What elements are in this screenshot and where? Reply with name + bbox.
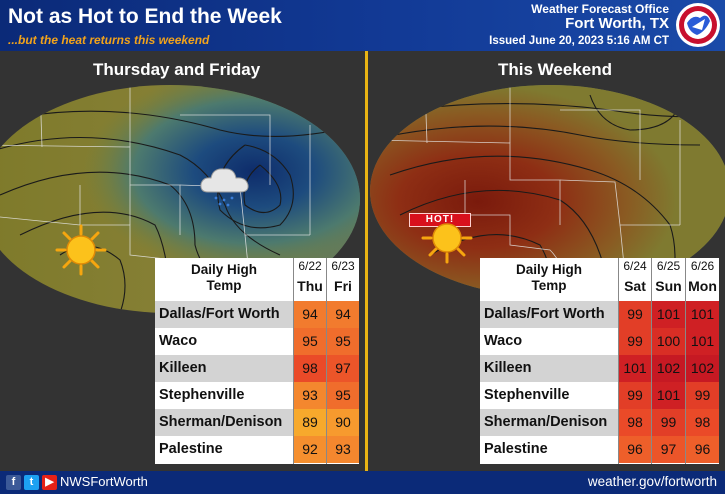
temp-cell: 89	[294, 409, 326, 436]
temp-cell: 98	[294, 355, 326, 382]
temp-cell: 95	[327, 328, 359, 355]
table-header: Daily High Temp 6/24 Sat 6/25 Sun 6/26 M…	[480, 258, 719, 298]
column-date: 6/23	[331, 259, 355, 273]
column-day: Thu	[297, 278, 323, 294]
issued-timestamp: Issued June 20, 2023 5:16 AM CT	[489, 35, 669, 47]
column-date: 6/26	[690, 259, 715, 273]
city-name: Waco	[155, 328, 293, 355]
nws-logo-icon	[676, 3, 720, 47]
table-row: Stephenville 99 101 99	[480, 382, 719, 409]
table-row: Sherman/Denison 89 90	[155, 409, 359, 436]
office-label: Weather Forecast Office	[531, 2, 669, 16]
right-temp-table: Daily High Temp 6/24 Sat 6/25 Sun 6/26 M…	[480, 258, 719, 464]
left-panel-title: Thursday and Friday	[93, 60, 261, 79]
temp-cell: 99	[619, 382, 651, 409]
twitter-icon[interactable]: t	[24, 475, 39, 490]
column-day: Mon	[688, 278, 717, 294]
header-banner: Not as Hot to End the Week ...but the he…	[0, 0, 725, 51]
table-row: Stephenville 93 95	[155, 382, 359, 409]
facebook-icon[interactable]: f	[6, 475, 21, 490]
table-header-label: Daily High Temp	[480, 262, 618, 294]
page-title: Not as Hot to End the Week	[8, 5, 282, 28]
temp-cell: 96	[686, 436, 719, 463]
table-header: Daily High Temp 6/22 Thu 6/23 Fri	[155, 258, 359, 298]
right-panel-title: This Weekend	[498, 60, 612, 79]
temp-cell: 95	[327, 382, 359, 409]
temp-cell: 101	[619, 355, 651, 382]
temp-cell: 94	[327, 301, 359, 328]
table-row: Sherman/Denison 98 99 98	[480, 409, 719, 436]
temp-cell: 93	[294, 382, 326, 409]
temp-cell: 100	[652, 328, 685, 355]
city-name: Waco	[480, 328, 618, 355]
column-date: 6/24	[623, 259, 647, 273]
table-row: Dallas/Fort Worth 94 94	[155, 301, 359, 328]
temp-cell: 98	[619, 409, 651, 436]
column-date: 6/22	[298, 259, 322, 273]
sun-icon	[55, 224, 107, 276]
city-name: Stephenville	[480, 382, 618, 409]
table-divider	[293, 258, 294, 464]
social-handle[interactable]: NWSFortWorth	[60, 474, 148, 489]
temp-cell: 90	[327, 409, 359, 436]
table-divider	[326, 258, 327, 464]
table-divider	[685, 258, 686, 464]
column-date: 6/25	[656, 259, 681, 273]
table-header-label-line1: Daily High	[190, 262, 257, 277]
city-name: Killeen	[480, 355, 618, 382]
city-name: Sherman/Denison	[155, 409, 293, 436]
temp-cell: 101	[652, 301, 685, 328]
temp-cell: 96	[619, 436, 651, 463]
table-row: Dallas/Fort Worth 99 101 101	[480, 301, 719, 328]
temp-cell: 102	[686, 355, 719, 382]
table-row: Killeen 101 102 102	[480, 355, 719, 382]
temp-cell: 99	[619, 328, 651, 355]
table-divider	[651, 258, 652, 464]
table-header-label: Daily High Temp	[155, 262, 293, 294]
temp-cell: 101	[686, 301, 719, 328]
panel-divider	[365, 51, 368, 471]
temp-cell: 101	[686, 328, 719, 355]
city-name: Sherman/Denison	[480, 409, 618, 436]
temp-cell: 98	[686, 409, 719, 436]
city-name: Dallas/Fort Worth	[480, 301, 618, 328]
left-temp-table: Daily High Temp 6/22 Thu 6/23 Fri Dallas…	[155, 258, 359, 464]
table-row: Waco 99 100 101	[480, 328, 719, 355]
temp-cell: 97	[652, 436, 685, 463]
website-link[interactable]: weather.gov/fortworth	[587, 474, 717, 489]
temp-cell: 101	[652, 382, 685, 409]
table-header-label-line1: Daily High	[515, 262, 582, 277]
temp-cell: 99	[619, 301, 651, 328]
temp-cell: 94	[294, 301, 326, 328]
temp-cell: 97	[327, 355, 359, 382]
table-row: Killeen 98 97	[155, 355, 359, 382]
city-name: Killeen	[155, 355, 293, 382]
column-day: Fri	[334, 278, 352, 294]
rain-cloud-icon	[200, 168, 249, 207]
sun-icon	[421, 223, 473, 264]
temp-cell: 99	[652, 409, 685, 436]
table-row: Waco 95 95	[155, 328, 359, 355]
city-name: Palestine	[480, 436, 618, 463]
table-header-label-line2: Temp	[206, 278, 242, 293]
temp-cell: 102	[652, 355, 685, 382]
table-row: Palestine 96 97 96	[480, 436, 719, 463]
temp-cell: 93	[327, 436, 359, 463]
table-divider	[618, 258, 619, 464]
column-day: Sun	[655, 278, 682, 294]
column-day: Sat	[624, 278, 646, 294]
city-name: Palestine	[155, 436, 293, 463]
temp-cell: 95	[294, 328, 326, 355]
office-location: Fort Worth, TX	[565, 15, 669, 32]
table-header-label-line2: Temp	[531, 278, 567, 293]
footer-bar: f t ▶ NWSFortWorth weather.gov/fortworth	[0, 471, 725, 494]
page-subtitle: ...but the heat returns this weekend	[8, 33, 210, 47]
temp-cell: 92	[294, 436, 326, 463]
city-name: Dallas/Fort Worth	[155, 301, 293, 328]
city-name: Stephenville	[155, 382, 293, 409]
temp-cell: 99	[686, 382, 719, 409]
table-row: Palestine 92 93	[155, 436, 359, 463]
youtube-icon[interactable]: ▶	[42, 475, 57, 490]
